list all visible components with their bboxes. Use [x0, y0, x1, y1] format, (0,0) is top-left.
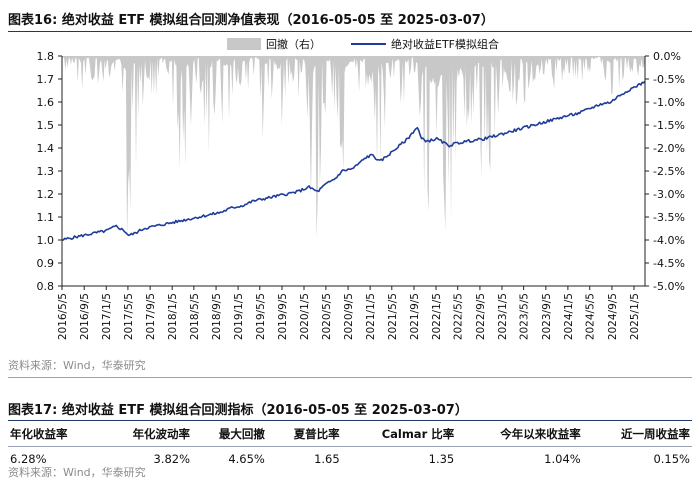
- header-ytd-return: 今年以来收益率: [456, 423, 583, 447]
- figure16-title: 图表16: 绝对收益 ETF 模拟组合回测净值表现（2016-05-05 至 2…: [8, 13, 494, 28]
- metrics-table: 年化收益率 年化波动率 最大回撤 夏普比率 Calmar 比率 今年以来收益率 …: [8, 423, 692, 469]
- legend-swatch-drawdown: [227, 38, 261, 50]
- y-left-tick-label: 1.1: [37, 211, 55, 224]
- axes-layer: 0.8 0.9 1.0 1.1 1.2 1.3 1.4 1.5 1.6 1.7 1.8 0.0% -0.…: [37, 50, 685, 340]
- x-tick-label: 2020/5/5: [321, 293, 333, 340]
- divider-rule: [8, 377, 692, 378]
- y-left-tick-label: 0.9: [37, 257, 55, 270]
- legend: 回撤（右） 绝对收益ETF模拟组合: [227, 37, 499, 51]
- x-tick-label: 2020/9/5: [343, 293, 355, 340]
- x-tick-label: 2022/1/5: [431, 293, 443, 340]
- x-tick-label: 2022/9/5: [475, 293, 487, 340]
- y-right-tick-label: -2.0%: [653, 142, 685, 155]
- value-annual-return: 6.28%: [10, 452, 47, 466]
- x-tick-label: 2020/1/5: [299, 293, 311, 340]
- legend-label-nav: 绝对收益ETF模拟组合: [391, 37, 499, 51]
- drawdown-area: [62, 56, 645, 240]
- y-right-tick-label: -1.5%: [653, 119, 685, 132]
- x-tick-label: 2016/9/5: [79, 293, 91, 340]
- value-annual-volatility: 3.82%: [153, 452, 191, 466]
- x-tick-label: 2017/5/5: [123, 293, 135, 340]
- nav-line-layer: [61, 80, 646, 241]
- y-right-tick-label: -0.5%: [653, 73, 685, 86]
- y-right-tick-label: -4.0%: [653, 234, 685, 247]
- source-note-16: 资料来源：Wind，华泰研究: [8, 359, 146, 372]
- x-tick-label: 2019/1/5: [233, 293, 245, 340]
- y-right-tick-label: -1.0%: [653, 96, 685, 109]
- y-left-tick-label: 1.7: [37, 73, 55, 86]
- x-tick-label: 2023/9/5: [541, 293, 553, 340]
- x-tick-label: 2021/9/5: [409, 293, 421, 340]
- y-left-tick-label: 1.3: [37, 165, 55, 178]
- legend-label-drawdown: 回撤（右）: [266, 37, 321, 51]
- source-note-17: 资料来源：Wind，华泰研究: [8, 466, 146, 479]
- y-right-tick-label: -5.0%: [653, 280, 685, 293]
- y-left-tick-label: 1.6: [37, 96, 55, 109]
- x-tick-label: 2021/1/5: [365, 293, 377, 340]
- value-sharpe: 1.65: [314, 452, 340, 466]
- x-tick-label: 2018/1/5: [167, 293, 179, 340]
- x-tick-label: 2021/5/5: [387, 293, 399, 340]
- title-rule-17: [8, 420, 692, 421]
- x-tick-label: 2016/5/5: [57, 293, 69, 340]
- x-tick-label: 2018/9/5: [211, 293, 223, 340]
- value-week-return: 0.15%: [653, 452, 690, 466]
- y-left-tick-label: 1.8: [37, 50, 55, 63]
- y-right-tick-label: 0.0%: [653, 50, 681, 63]
- y-left-tick-label: 1.0: [37, 234, 55, 247]
- value-max-drawdown: 4.65%: [228, 452, 265, 466]
- nav-line: [61, 80, 646, 241]
- y-left-tick-label: 1.5: [37, 119, 55, 132]
- y-right-tick-label: -4.5%: [653, 257, 685, 270]
- x-tick-label: 2019/9/5: [277, 293, 289, 340]
- figure17-title: 图表17: 绝对收益 ETF 模拟组合回测指标（2016-05-05 至 202…: [8, 403, 468, 418]
- nav-drawdown-chart: 0.8 0.9 1.0 1.1 1.2 1.3 1.4 1.5 1.6 1.7 1.8 0.0% -0.…: [37, 37, 685, 340]
- y-left-tick-label: 0.8: [37, 280, 55, 293]
- x-tick-label: 2024/1/5: [563, 293, 575, 340]
- y-right-tick-label: -3.0%: [653, 188, 685, 201]
- header-annual-volatility: 年化波动率: [100, 423, 193, 447]
- x-tick-label: 2019/5/5: [255, 293, 267, 340]
- header-annual-return: 年化收益率: [8, 423, 101, 447]
- x-tick-label: 2023/1/5: [497, 293, 509, 340]
- header-calmar: Calmar 比率: [341, 423, 457, 447]
- x-tick-label: 2024/9/5: [607, 293, 619, 340]
- metrics-header-row: 年化收益率 年化波动率 最大回撤 夏普比率 Calmar 比率 今年以来收益率 …: [8, 423, 692, 447]
- x-tick-label: 2017/9/5: [145, 293, 157, 340]
- x-tick-label: 2023/5/5: [519, 293, 531, 340]
- drawdown-area-layer: [62, 56, 645, 240]
- header-max-drawdown: 最大回撤: [192, 423, 267, 447]
- x-tick-label: 2022/5/5: [453, 293, 465, 340]
- y-right-tick-label: -2.5%: [653, 165, 685, 178]
- metrics-value-row: 6.28% 3.82% 4.65% 1.65 1.35 1.04% 0.15%: [8, 447, 692, 470]
- value-calmar: 1.35: [428, 452, 455, 466]
- y-left-tick-label: 1.4: [37, 142, 55, 155]
- title-rule-16: [8, 31, 692, 32]
- y-right-tick-label: -3.5%: [653, 211, 685, 224]
- header-week-return: 近一周收益率: [582, 423, 692, 447]
- x-tick-label: 2018/5/5: [189, 293, 201, 340]
- x-tick-label: 2025/1/5: [629, 293, 641, 340]
- x-tick-label: 2017/1/5: [101, 293, 113, 340]
- header-sharpe: 夏普比率: [266, 423, 342, 447]
- y-left-tick-label: 1.2: [37, 188, 55, 201]
- x-tick-label: 2024/5/5: [585, 293, 597, 340]
- value-ytd-return: 1.04%: [544, 452, 581, 466]
